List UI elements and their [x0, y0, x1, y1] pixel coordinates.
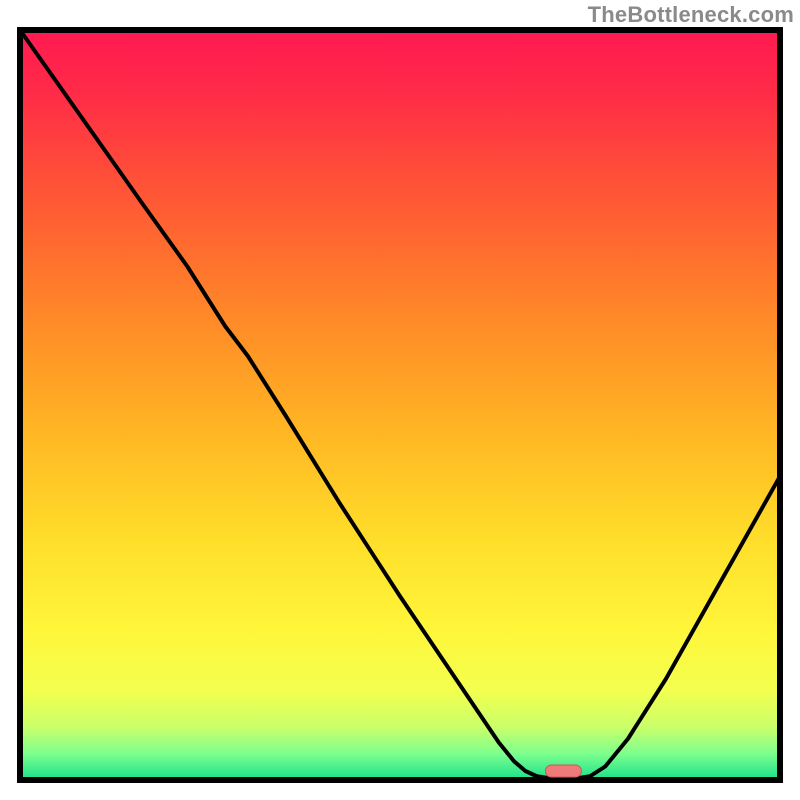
- optimum-marker: [545, 765, 581, 777]
- bottleneck-chart: [0, 0, 800, 800]
- watermark-text: TheBottleneck.com: [588, 2, 794, 28]
- chart-container: TheBottleneck.com: [0, 0, 800, 800]
- plot-background: [20, 30, 780, 780]
